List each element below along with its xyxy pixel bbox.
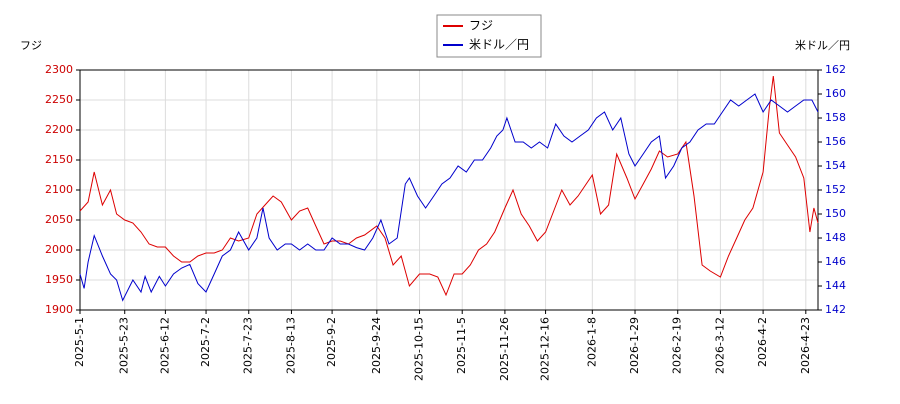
- y2-tick-label: 152: [825, 183, 846, 196]
- data-line: [79, 93, 819, 302]
- x-tick-label: 2025-7-23: [242, 317, 255, 374]
- plot-frame: [79, 69, 819, 311]
- y2-tick-label: 146: [825, 255, 846, 268]
- y2-tick-label: 144: [825, 279, 846, 292]
- x-tick-label: 2026-1-8: [585, 317, 598, 367]
- y-axis-label: フジ: [20, 39, 42, 52]
- x-tick-label: 2025-12-16: [539, 317, 552, 381]
- y2-tick-label: 160: [825, 87, 846, 100]
- y-tick-label: 2100: [45, 183, 73, 196]
- x-tick-label: 2025-6-12: [158, 317, 171, 374]
- y-tick-label: 2250: [45, 93, 73, 106]
- x-tick-label: 2026-3-12: [713, 317, 726, 374]
- x-tick-label: 2025-5-23: [118, 317, 131, 374]
- x-tick-label: 2025-7-2: [199, 317, 212, 367]
- x-tick-label: 2025-5-1: [73, 317, 86, 367]
- y2-tick-label: 150: [825, 207, 846, 220]
- y-tick-label: 2200: [45, 123, 73, 136]
- x-tick-label: 2025-8-13: [284, 317, 297, 374]
- y2-tick-label: 154: [825, 159, 846, 172]
- data-line: [79, 75, 819, 297]
- y-tick-label: 2000: [45, 243, 73, 256]
- x-tick-label: 2025-11-5: [455, 317, 468, 374]
- x-tick-label: 2025-11-26: [498, 317, 511, 381]
- x-tick-label: 2026-2-19: [671, 317, 684, 374]
- y-tick-label: 1900: [45, 303, 73, 316]
- legend-box: [436, 14, 542, 58]
- x-tick-label: 2025-9-24: [370, 317, 383, 374]
- legend-label: 米ドル／円: [469, 38, 529, 52]
- y-tick-label: 1950: [45, 273, 73, 286]
- legend-label: フジ: [469, 19, 493, 33]
- y-tick-label: 2300: [45, 63, 73, 76]
- y2-tick-label: 148: [825, 231, 846, 244]
- y-tick-label: 2050: [45, 213, 73, 226]
- y2-tick-label: 158: [825, 111, 846, 124]
- y2-tick-label: 156: [825, 135, 846, 148]
- y2-axis-label: 米ドル／円: [795, 39, 850, 52]
- x-tick-label: 2026-1-29: [628, 317, 641, 374]
- y2-tick-label: 142: [825, 303, 846, 316]
- y-tick-label: 2150: [45, 153, 73, 166]
- x-tick-label: 2025-9-2: [325, 317, 338, 367]
- x-tick-label: 2025-10-15: [413, 317, 426, 381]
- x-tick-label: 2026-4-2: [756, 317, 769, 367]
- x-tick-label: 2026-4-23: [799, 317, 812, 374]
- y2-tick-label: 162: [825, 63, 846, 76]
